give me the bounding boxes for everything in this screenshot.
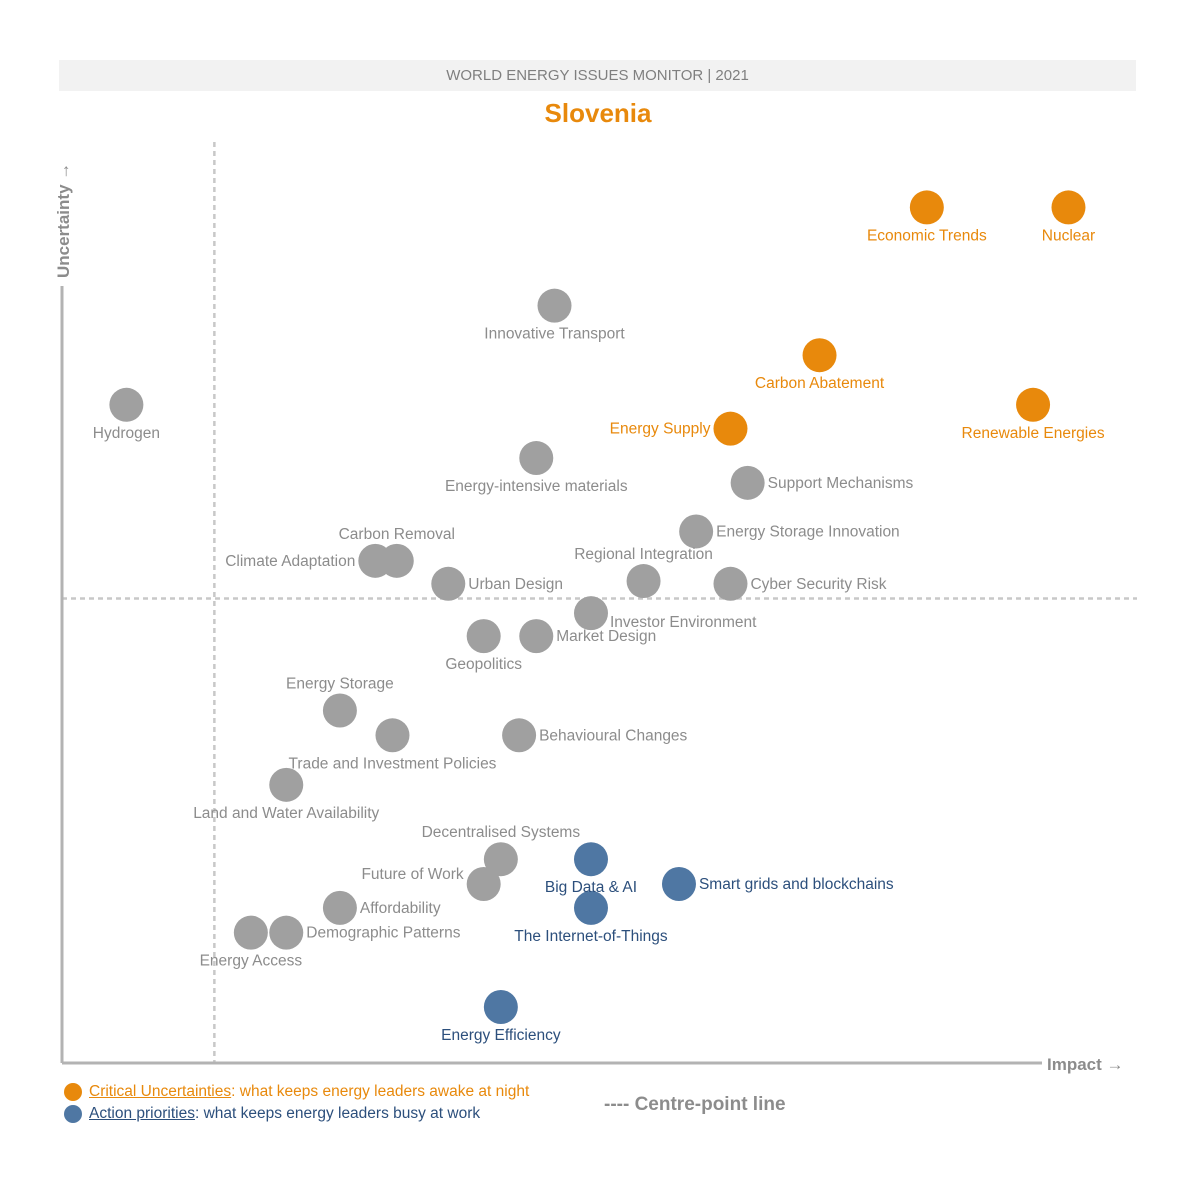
label-energy-efficiency: Energy Efficiency: [441, 1027, 561, 1044]
point-innovative-transport: [537, 288, 572, 323]
action-legend-dot: [64, 1105, 82, 1123]
label-cyber-security-risk: Cyber Security Risk: [750, 576, 886, 593]
point-energy-storage: [322, 693, 357, 728]
point-carbon-abatement: [802, 338, 837, 373]
point-economic-trends: [909, 190, 944, 225]
label-regional-integration: Regional Integration: [574, 546, 713, 563]
label-support-mechanisms: Support Mechanisms: [768, 475, 914, 492]
label-behavioural-changes: Behavioural Changes: [539, 727, 687, 744]
label-affordability: Affordability: [360, 900, 441, 917]
label-smart-grids-and-blockchains: Smart grids and blockchains: [699, 876, 894, 893]
label-future-of-work: Future of Work: [361, 866, 463, 883]
point-cyber-security-risk: [713, 566, 748, 601]
label-economic-trends: Economic Trends: [867, 227, 987, 244]
label-urban-design: Urban Design: [468, 576, 563, 593]
label-climate-adaptation: Climate Adaptation: [225, 553, 355, 570]
point-energy-supply: [713, 411, 748, 446]
label-innovative-transport: Innovative Transport: [484, 326, 625, 343]
point-energy-access: [233, 915, 268, 950]
point-market-design: [519, 619, 554, 654]
label-energy-supply: Energy Supply: [610, 421, 711, 438]
point-regional-integration: [626, 564, 661, 599]
point-land-and-water-availability: [269, 767, 304, 802]
label-energy-access: Energy Access: [200, 953, 303, 970]
label-renewable-energies: Renewable Energies: [962, 425, 1105, 442]
x-axis-label: Impact →: [1047, 1055, 1124, 1074]
label-energy-storage-innovation: Energy Storage Innovation: [716, 523, 900, 540]
report-banner: WORLD ENERGY ISSUES MONITOR | 2021: [59, 60, 1136, 91]
label-trade-and-investment-policies: Trade and Investment Policies: [289, 755, 497, 772]
label-nuclear: Nuclear: [1042, 227, 1095, 244]
point-demographic-patterns: [269, 915, 304, 950]
label-energy-storage: Energy Storage: [286, 675, 394, 692]
centre-line-legend: ---- Centre-point line: [604, 1094, 786, 1115]
point-smart-grids-and-blockchains: [661, 866, 696, 901]
point-nuclear: [1051, 190, 1086, 225]
point-energy-efficiency: [483, 990, 518, 1025]
label-big-data-ai: Big Data & AI: [545, 879, 637, 896]
critical-legend-dot: [64, 1083, 82, 1101]
point-climate-adaptation: [358, 543, 393, 578]
point-urban-design: [431, 566, 466, 601]
y-axis-label: Uncertainty →: [54, 163, 73, 278]
label-energy-intensive-materials: Energy-intensive materials: [445, 478, 628, 495]
point-investor-environment: [573, 596, 608, 631]
label-hydrogen: Hydrogen: [93, 425, 160, 442]
point-geopolitics: [466, 619, 501, 654]
label-investor-environment: Investor Environment: [610, 614, 757, 631]
point-renewable-energies: [1016, 387, 1051, 422]
legend-action: Action priorities : what keeps energy le…: [64, 1105, 480, 1123]
label-the-internet-of-things: The Internet-of-Things: [514, 928, 668, 945]
point-energy-intensive-materials: [519, 441, 554, 476]
legend-critical-desc: : what keeps energy leaders awake at nig…: [231, 1083, 530, 1100]
legend-critical-term[interactable]: Critical Uncertainties: [89, 1083, 232, 1100]
label-land-and-water-availability: Land and Water Availability: [193, 805, 379, 822]
chart-title: Slovenia: [544, 98, 652, 128]
point-the-internet-of-things: [573, 890, 608, 925]
label-geopolitics: Geopolitics: [445, 656, 522, 673]
label-decentralised-systems: Decentralised Systems: [422, 824, 581, 841]
legend-action-term[interactable]: Action priorities: [89, 1105, 195, 1122]
point-trade-and-investment-policies: [375, 718, 410, 753]
point-behavioural-changes: [502, 718, 537, 753]
point-energy-storage-innovation: [679, 514, 714, 549]
point-support-mechanisms: [730, 465, 765, 500]
legend-action-desc: : what keeps energy leaders busy at work: [194, 1105, 481, 1122]
label-demographic-patterns: Demographic Patterns: [306, 925, 460, 942]
point-affordability: [322, 890, 357, 925]
point-hydrogen: [109, 387, 144, 422]
label-carbon-abatement: Carbon Abatement: [755, 375, 885, 392]
point-future-of-work: [466, 866, 501, 901]
label-market-design: Market Design: [556, 628, 656, 645]
point-big-data-ai: [573, 842, 608, 877]
label-carbon-removal: Carbon Removal: [339, 526, 455, 543]
point-decentralised-systems: [483, 842, 518, 877]
legend-critical: Critical Uncertainties : what keeps ener…: [64, 1083, 529, 1101]
